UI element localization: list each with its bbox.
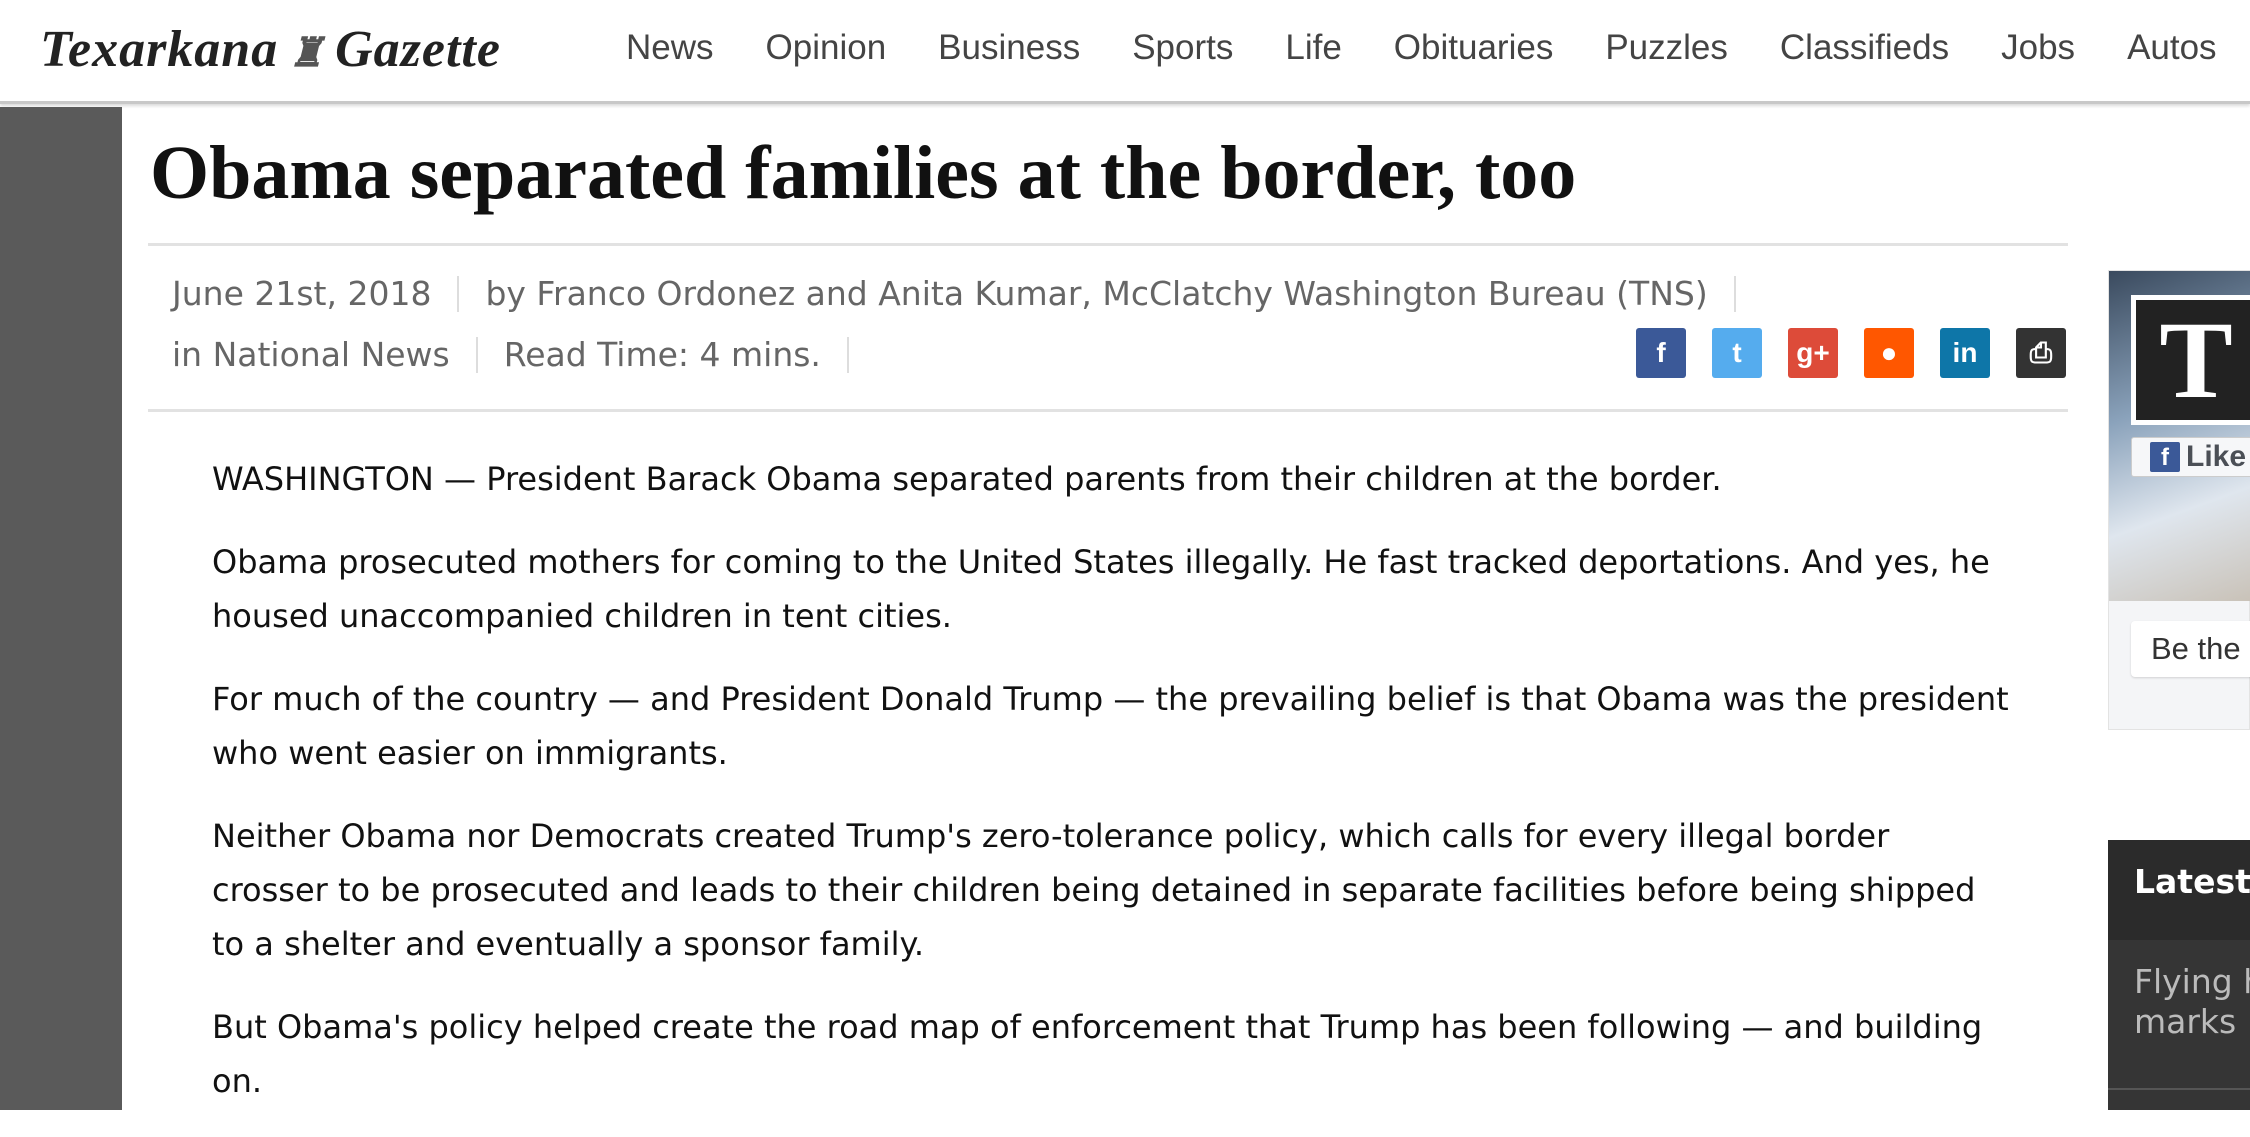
separator [846,336,849,373]
nav-business[interactable]: Business [938,28,1081,67]
paragraph: For much of the country — and President … [212,680,2009,772]
nav-news[interactable]: News [626,28,714,67]
latest-item-link[interactable]: Flying h marks : [2108,940,2250,1090]
nav-obituaries[interactable]: Obituaries [1393,28,1554,67]
article-meta-line1: June 21st, 2018 by Franco Ordonez and An… [172,274,1762,313]
separator [475,336,478,373]
print-button[interactable]: ⎙ [2016,328,2066,378]
reddit-icon: ● [1880,337,1898,368]
linkedin-share-button[interactable]: in [1940,328,1990,378]
separator [1733,275,1736,312]
paragraph: WASHINGTON — President Barack Obama sepa… [212,460,1722,498]
paragraph: Obama prosecuted mothers for coming to t… [212,543,1990,635]
facebook-page-widget: T f Like Be the [2108,270,2250,730]
divider [148,409,2068,412]
site-logo[interactable]: Texarkana ♜ Gazette [40,21,501,78]
share-buttons: f t g+ ● in ⎙ [1636,328,2066,378]
article-date: June 21st, 2018 [172,274,432,313]
nav-classifieds[interactable]: Classifieds [1779,28,1950,67]
like-label: Like [2186,440,2247,473]
google-plus-share-button[interactable]: g+ [1788,328,1838,378]
site-header: Texarkana ♜ Gazette News Opinion Business … [0,0,2250,104]
facebook-icon: f [1656,337,1666,368]
page-logo[interactable]: T [2131,295,2250,425]
nav-opinion[interactable]: Opinion [765,28,887,67]
paragraph: But Obama's policy helped create the roa… [212,1008,1983,1100]
latest-item-title[interactable]: Flying h marks : [2134,962,2250,1041]
twitter-icon: t [1732,337,1742,368]
article-category-link[interactable]: in National News [172,335,450,374]
article-title: Obama separated families at the border, … [150,131,1577,215]
latest-news-widget: Latest Flying h marks : [2108,840,2250,1110]
nav-life[interactable]: Life [1285,28,1342,67]
article-meta-line2: in National News Read Time: 4 mins. [172,335,875,374]
nav-jobs[interactable]: Jobs [2001,28,2076,67]
google-plus-icon: g+ [1796,337,1830,368]
read-time: Read Time: 4 mins. [503,335,821,374]
facebook-friends-text: Be the [2131,621,2250,677]
facebook-icon: f [2150,442,2180,472]
reddit-share-button[interactable]: ● [1864,328,1914,378]
latest-heading: Latest [2108,840,2250,940]
separator [457,275,460,312]
divider [148,243,2068,246]
article-byline: by Franco Ordonez and Anita Kumar, McCla… [485,274,1708,313]
facebook-like-button[interactable]: f Like [2131,437,2250,477]
nav-autos[interactable]: Autos [2127,28,2217,67]
twitter-share-button[interactable]: t [1712,328,1762,378]
article-body: WASHINGTON — President Barack Obama sepa… [212,452,2012,1137]
facebook-share-button[interactable]: f [1636,328,1686,378]
nav-puzzles[interactable]: Puzzles [1605,28,1728,67]
nav-sports[interactable]: Sports [1132,28,1234,67]
linkedin-icon: in [1952,337,1978,368]
main-nav: News Opinion Business Sports Life Obitua… [626,28,2250,68]
paragraph: Neither Obama nor Democrats created Trum… [212,817,1976,963]
left-gutter [0,107,122,1110]
print-icon: ⎙ [2029,336,2053,368]
